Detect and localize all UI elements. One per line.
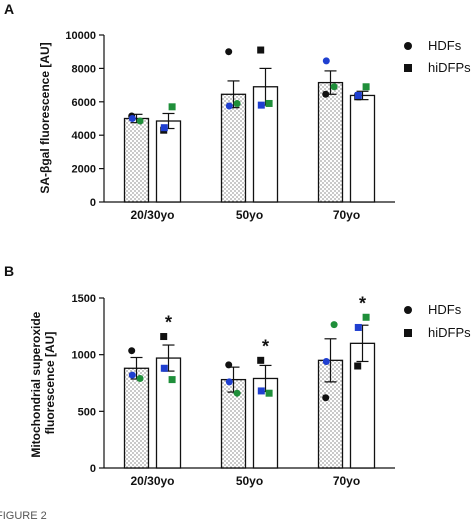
panel-b-letter: B [4,263,14,279]
data-point-circle [128,347,136,355]
legend-label-hdfs: HDFs [428,38,462,53]
y-tick-label: 1500 [72,293,96,305]
x-tick-label: 20/30yo [130,208,174,222]
data-point-square [257,46,265,54]
data-point-square [362,313,370,321]
data-point-circle [225,361,233,369]
data-point-circle [225,378,233,386]
data-point-circle [128,371,136,379]
bar-hdfs-2030yo [123,117,150,203]
y-tick-label: 8000 [72,63,96,75]
y-tick-label: 6000 [72,97,96,109]
panel-a-y-axis-title: SA-βgal fluorescence [AU] [38,42,52,193]
y-tick-label: 0 [90,197,96,209]
panel-b: B Mitochondrial superoxide fluorescence … [4,263,471,488]
data-point-square [257,101,265,109]
x-tick-label: 50yo [236,208,263,222]
data-point-square [265,389,273,397]
bar-hidfps-50yo [252,377,279,469]
bar-hdfs-2030yo [123,367,150,469]
data-point-square [160,124,168,132]
data-point-circle [136,374,144,382]
data-point-square [160,333,168,341]
legend-label-hidfps: hiDFPs [428,325,471,340]
data-point-circle [330,83,338,91]
panel-a: A SA-βgal fluorescence [AU] 0 2000 4000 600… [4,1,471,222]
legend-circle-marker-icon [404,306,412,314]
data-point-square [257,356,265,364]
legend-circle-marker-icon [404,42,412,50]
panel-b-y-axis-title-line1: Mitochondrial superoxide [29,311,43,457]
bar-hidfps-2030yo [155,357,182,469]
panel-a-legend: HDFs hiDFPs [404,38,471,75]
panel-a-letter: A [4,1,14,17]
data-point-circle [136,117,144,125]
y-tick-label: 0 [90,463,96,475]
y-tick-label: 4000 [72,130,96,142]
data-point-circle [233,389,241,397]
legend-label-hdfs: HDFs [428,302,462,317]
panel-b-y-axis-title-line2: fluorescence [AU] [43,332,57,435]
significance-asterisk: * [359,293,366,313]
data-point-square [354,362,362,370]
y-tick-label: 10000 [65,30,96,42]
panel-b-y-axis-title: Mitochondrial superoxide fluorescence [A… [29,308,57,457]
data-point-square [257,387,265,395]
significance-asterisk: * [262,336,269,356]
legend-square-marker-icon [404,64,412,72]
data-point-circle [225,48,233,56]
figure-caption: FIGURE 2 [0,510,47,521]
data-point-square [265,99,273,107]
panel-a-plot: 0 2000 4000 6000 8000 10000 20/30yo 50yo 70yo [65,30,395,222]
legend-square-marker-icon [404,329,412,337]
bar-hidfps-2030yo [155,120,182,203]
bar-hdfs-50yo [220,93,247,203]
legend-label-hidfps: hiDFPs [428,60,471,75]
y-tick-label: 1000 [72,350,96,362]
panel-b-legend: HDFs hiDFPs [404,302,471,340]
data-point-square [354,323,362,331]
bar-hdfs-50yo [220,378,247,469]
data-point-circle [225,102,233,110]
y-tick-label: 500 [78,406,96,418]
y-tick-label: 2000 [72,164,96,176]
bar-hdfs-70yo [317,81,344,203]
x-tick-label: 70yo [333,208,360,222]
x-tick-label: 70yo [333,474,360,488]
data-point-square [362,83,370,91]
data-point-circle [322,357,330,365]
data-point-square [168,103,176,111]
data-point-square [354,91,362,99]
x-tick-label: 50yo [236,474,263,488]
panel-b-plot: 0 500 1000 1500 20/30yo 50yo 70yo * * * [72,293,395,488]
data-point-circle [128,115,136,122]
significance-asterisk: * [165,313,172,333]
data-point-square [160,364,168,372]
data-point-circle [233,99,241,107]
data-point-circle [322,394,330,402]
data-point-circle [330,321,338,329]
x-tick-label: 20/30yo [130,474,174,488]
data-point-square [168,376,176,384]
data-point-circle [322,90,330,98]
bar-hidfps-70yo [349,94,376,203]
data-point-circle [322,57,330,65]
